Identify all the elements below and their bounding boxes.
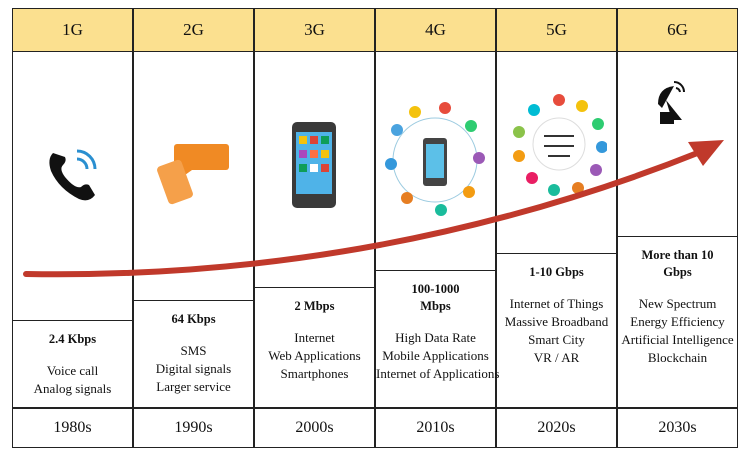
feature: Digital signals: [155, 361, 232, 377]
feature: Web Applications: [268, 348, 361, 364]
details-box: More than 10 Gbps New Spectrum Energy Effi…: [617, 236, 738, 408]
generation-column: 6G More than 10 Gbps New Spectrum Energy Ef…: [617, 8, 738, 448]
feature: New Spectrum: [638, 295, 717, 311]
smartphone-icon: [292, 122, 336, 208]
generation-header: 3G: [254, 8, 375, 52]
generation-column: 4G 100-1000 Mbps High Data Rate Mobile Appl…: [375, 8, 500, 448]
details-box: 2.4 Kbps Voice call Analog signals: [12, 320, 133, 408]
era: 1980s: [12, 408, 133, 448]
generation-header: 2G: [133, 8, 254, 52]
details-box: 1-10 Gbps Internet of Things Massive Broad…: [496, 253, 617, 408]
era: 2020s: [496, 408, 617, 448]
feature: Internet of Things: [509, 295, 604, 311]
iot-icon: [513, 94, 607, 196]
generation-column: 1G 2.4 Kbps Voice call Analog signals 1980s: [12, 8, 133, 448]
generation-header: 5G: [496, 8, 617, 52]
generation-column: 3G 2 Mbps Internet Web Applications Smartpho…: [254, 8, 375, 448]
feature: Internet of Applications: [376, 366, 500, 382]
era: 2030s: [617, 408, 738, 448]
mobile-apps-icon: [385, 102, 485, 216]
generation-header: 1G: [12, 8, 133, 52]
feature: Larger service: [156, 379, 231, 395]
details-box: 2 Mbps Internet Web Applications Smartphone…: [254, 287, 375, 408]
speed: More than 10 Gbps: [641, 248, 714, 279]
speed: 100-1000 Mbps: [411, 282, 460, 313]
feature: Smart City: [528, 332, 585, 348]
feature: Mobile Applications: [382, 347, 489, 363]
speed: 1-10 Gbps: [529, 265, 584, 279]
generation-column: 2G 64 Kbps SMS Digital signals Larger servic…: [133, 8, 254, 448]
speed: 2 Mbps: [294, 299, 335, 313]
speed: 2.4 Kbps: [48, 332, 97, 346]
generation-header: 6G: [617, 8, 738, 52]
feature: Blockchain: [647, 350, 708, 366]
details-box: 64 Kbps SMS Digital signals Larger service: [133, 300, 254, 408]
feature: Energy Efficiency: [630, 313, 725, 329]
6g-antenna-icon: [658, 81, 685, 124]
feature: SMS: [180, 342, 207, 358]
details-box: 100-1000 Mbps High Data Rate Mobile Applic…: [375, 270, 500, 408]
generation-column: 5G 1-10 Gbps Internet of Things Massive Bro…: [496, 8, 617, 448]
sms-icon: [157, 144, 229, 205]
era: 2010s: [375, 408, 496, 448]
image-area: [617, 52, 738, 236]
feature: Analog signals: [33, 381, 112, 397]
feature: Smartphones: [280, 366, 349, 382]
feature: High Data Rate: [395, 329, 476, 345]
feature: Voice call: [46, 362, 99, 378]
feature: Massive Broadband: [504, 314, 609, 330]
feature: VR / AR: [533, 350, 580, 366]
feature: Artificial Intelligence: [621, 332, 734, 348]
generation-header: 4G: [375, 8, 496, 52]
speed: 64 Kbps: [171, 312, 216, 326]
era: 2000s: [254, 408, 375, 448]
feature: Internet: [294, 329, 335, 345]
era: 1990s: [133, 408, 254, 448]
phone-icon: [49, 149, 97, 201]
